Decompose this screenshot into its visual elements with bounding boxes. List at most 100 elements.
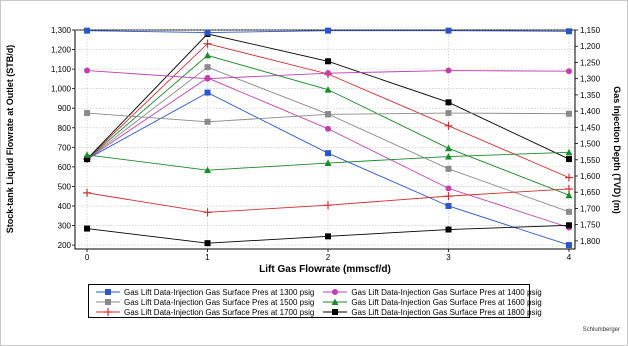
legend-item: Gas Lift Data-Injection Gas Surface Pres… bbox=[322, 307, 542, 317]
data-point-square bbox=[565, 208, 572, 215]
data-point-square bbox=[204, 29, 211, 36]
legend-label: Gas Lift Data-Injection Gas Surface Pres… bbox=[124, 287, 315, 297]
data-point-square bbox=[325, 150, 332, 157]
data-point-square bbox=[84, 225, 91, 232]
data-point-plus bbox=[324, 201, 333, 210]
data-point-square bbox=[204, 118, 211, 125]
legend-label: Gas Lift Data-Injection Gas Surface Pres… bbox=[124, 297, 315, 307]
legend-swatch-icon bbox=[96, 289, 120, 295]
y2-tick-label: 1,750 bbox=[580, 221, 601, 230]
data-point-square bbox=[445, 99, 452, 106]
x-tick-label: 1 bbox=[205, 253, 210, 262]
y2-tick-label: 1,200 bbox=[580, 42, 601, 51]
data-point-triangle bbox=[324, 86, 332, 93]
y-tick-label: 1,100 bbox=[51, 65, 72, 74]
y2-tick-label: 1,300 bbox=[580, 75, 601, 84]
y2-tick-label: 1,800 bbox=[580, 237, 601, 246]
y-tick-label: 300 bbox=[58, 222, 72, 231]
axes: 200 300 400 500 600 700 800 900 1,000 1,100 1,200 1… bbox=[51, 26, 601, 262]
legend-swatch-icon bbox=[96, 299, 120, 305]
data-point-triangle bbox=[324, 159, 332, 167]
y-tick-label: 1,000 bbox=[51, 85, 72, 94]
legend-item: Gas Lift Data-Injection Gas Surface Pres… bbox=[95, 287, 314, 297]
legend-label: Gas Lift Data-Injection Gas Surface Pres… bbox=[124, 307, 315, 317]
data-point-circle bbox=[204, 75, 211, 82]
legend: Gas Lift Data-Injection Gas Surface Pres… bbox=[88, 284, 542, 318]
y-tick-label: 1,300 bbox=[51, 26, 72, 35]
legend-swatch-icon bbox=[323, 309, 348, 315]
data-point-square bbox=[565, 222, 572, 229]
data-point-triangle bbox=[204, 51, 212, 59]
data-point-square bbox=[445, 202, 452, 209]
y-tick-label: 800 bbox=[58, 124, 72, 133]
data-point-square bbox=[325, 233, 332, 240]
y-tick-label: 700 bbox=[58, 143, 72, 152]
y2-tick-label: 1,600 bbox=[580, 172, 601, 181]
legend-swatch-icon bbox=[323, 289, 348, 295]
y2-tick-label: 1,450 bbox=[580, 123, 601, 132]
y-tick-label: 500 bbox=[58, 182, 72, 191]
legend-item: Gas Lift Data-Injection Gas Surface Pres… bbox=[322, 287, 542, 297]
y2-tick-label: 1,400 bbox=[580, 107, 601, 116]
y2-tick-label: 1,650 bbox=[580, 188, 601, 197]
data-point-square bbox=[204, 240, 211, 247]
data-point-square bbox=[445, 165, 452, 172]
data-point-circle bbox=[445, 67, 452, 74]
data-point-square bbox=[84, 110, 91, 117]
y-tick-label: 200 bbox=[58, 241, 72, 250]
data-point-plus bbox=[83, 188, 92, 197]
y2-tick-label: 1,150 bbox=[580, 26, 601, 35]
data-point-square bbox=[565, 28, 572, 35]
legend-item: Gas Lift Data-Injection Gas Surface Pres… bbox=[95, 307, 314, 317]
data-point-plus bbox=[444, 121, 453, 130]
data-point-circle bbox=[325, 125, 332, 132]
data-point-square bbox=[325, 58, 332, 65]
data-point-plus bbox=[203, 208, 212, 217]
data-point-plus bbox=[564, 173, 573, 182]
y2-tick-label: 1,500 bbox=[580, 140, 601, 149]
x-tick-label: 3 bbox=[446, 253, 451, 262]
y2-tick-label: 1,700 bbox=[580, 204, 601, 213]
data-point-triangle bbox=[565, 191, 573, 199]
data-point-square bbox=[105, 299, 111, 305]
data-point-circle bbox=[325, 70, 332, 77]
data-point-circle bbox=[84, 67, 91, 74]
legend-item: Gas Lift Data-Injection Gas Surface Pres… bbox=[95, 297, 314, 307]
data-point-square bbox=[204, 89, 211, 96]
data-point-triangle bbox=[204, 166, 212, 174]
y2-tick-label: 1,350 bbox=[580, 91, 601, 100]
data-point-square bbox=[565, 242, 572, 249]
legend-swatch-icon bbox=[323, 298, 348, 305]
data-point-circle bbox=[565, 68, 572, 75]
data-point-plus bbox=[203, 39, 212, 48]
data-point-triangle bbox=[331, 298, 339, 305]
y2-tick-label: 1,550 bbox=[580, 156, 601, 165]
data-point-triangle bbox=[565, 148, 573, 156]
y-tick-label: 900 bbox=[58, 104, 72, 113]
x-tick-label: 0 bbox=[85, 253, 90, 262]
data-point-square bbox=[445, 226, 452, 233]
data-point-square bbox=[565, 110, 572, 117]
data-point-square bbox=[325, 27, 332, 34]
data-point-square bbox=[84, 156, 91, 163]
data-point-square bbox=[565, 156, 572, 163]
markers bbox=[83, 27, 573, 249]
y2-tick-label: 1,250 bbox=[580, 58, 601, 67]
y-tick-label: 1,200 bbox=[51, 46, 72, 55]
y-tick-label: 600 bbox=[58, 163, 72, 172]
legend-label: Gas Lift Data-Injection Gas Surface Pres… bbox=[351, 307, 542, 317]
data-point-plus bbox=[444, 192, 453, 201]
data-point-triangle bbox=[83, 151, 91, 158]
legend-label: Gas Lift Data-Injection Gas Surface Pres… bbox=[351, 297, 542, 307]
data-point-square bbox=[105, 289, 111, 295]
plot-area bbox=[74, 29, 576, 250]
data-point-square bbox=[445, 27, 452, 34]
y-tick-label: 400 bbox=[58, 202, 72, 211]
legend-swatch-icon bbox=[96, 308, 120, 316]
data-point-plus bbox=[564, 184, 573, 193]
data-point-triangle bbox=[444, 144, 452, 152]
credit-text: Schlumberger bbox=[582, 327, 620, 333]
data-point-plus bbox=[104, 308, 112, 316]
y-axis-label: Stock-tank Liquid Flowrate at Outlet (ST… bbox=[5, 45, 15, 234]
x-tick-label: 2 bbox=[326, 253, 331, 262]
